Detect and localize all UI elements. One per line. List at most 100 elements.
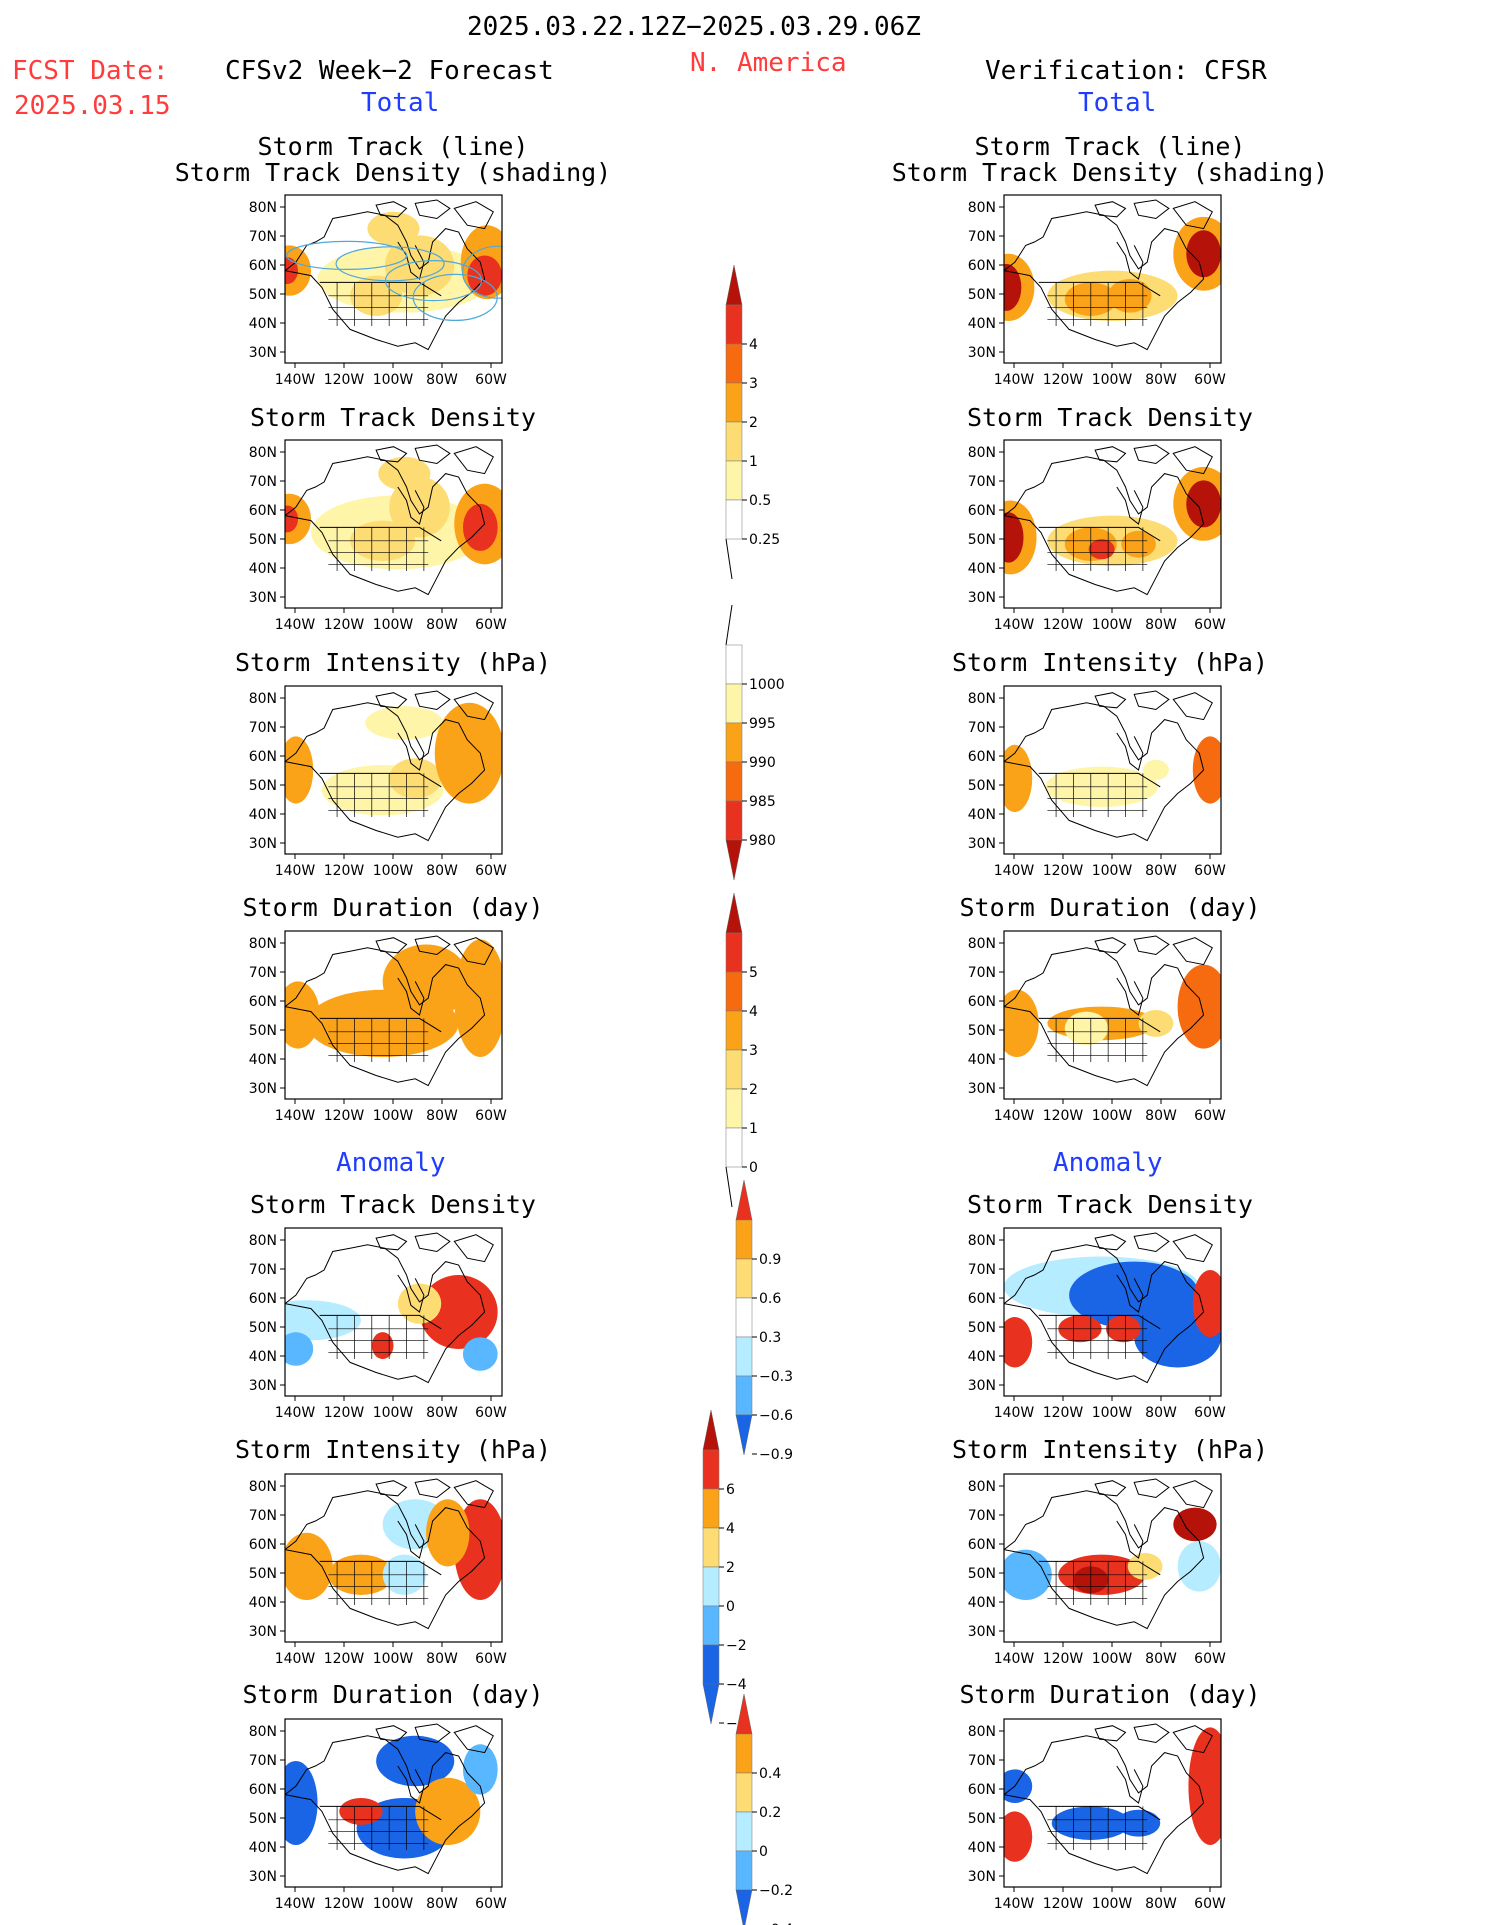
title-intensity-right: Storm Intensity (hPa) (951, 648, 1269, 677)
colorbar-swatch (735, 1772, 753, 1813)
storm-track-line (335, 246, 445, 282)
lat-tick-label: 30N (249, 1378, 277, 1394)
lat-tick-label: 70N (968, 720, 996, 736)
lon-tick-label: 60W (1194, 372, 1226, 388)
us-canada-border (319, 772, 442, 788)
shading-blob (376, 1735, 455, 1787)
shading-blob (1004, 263, 1022, 311)
total-label-right: Total (1078, 88, 1157, 118)
title-density-right: Storm Track Density (967, 403, 1253, 432)
forecast-title: CFSv2 Week−2 Forecast (225, 56, 554, 86)
lon-tick-label: 60W (475, 1108, 507, 1124)
colorbar-swatch (702, 1566, 720, 1607)
colorbar-label: 0.3 (759, 1330, 781, 1346)
title-duration-left: Storm Duration (day) (242, 893, 544, 922)
lon-tick-label: 60W (1194, 1108, 1226, 1124)
storm-track-line (286, 240, 408, 270)
colorbar-label: −4 (726, 1677, 747, 1693)
lat-tick-label: 70N (249, 1262, 277, 1278)
lon-tick-label: 80W (1145, 1405, 1177, 1421)
colorbar-label: 0.4 (759, 1766, 781, 1782)
lon-tick-label: 100W (373, 1108, 414, 1124)
lon-tick-label: 100W (373, 372, 414, 388)
lat-tick-label: 80N (249, 1233, 277, 1249)
lon-tick-label: 120W (1043, 1108, 1084, 1124)
lon-tick-label: 120W (324, 863, 365, 879)
colorbar-label: −0.9 (759, 1447, 793, 1463)
lon-tick-label: 80W (1145, 1651, 1177, 1667)
lat-tick-label: 60N (968, 503, 996, 519)
shading-blob (285, 257, 299, 285)
lon-tick-label: 60W (475, 372, 507, 388)
lat-tick-label: 60N (249, 1537, 277, 1553)
shading-blob (1121, 530, 1156, 558)
shading-blob (285, 736, 314, 804)
lon-tick-label: 140W (275, 1896, 316, 1912)
lon-tick-label: 140W (994, 1405, 1035, 1421)
coastline (285, 947, 486, 1087)
lon-tick-label: 120W (324, 1108, 365, 1124)
shading-blob (1138, 1009, 1174, 1037)
lon-tick-label: 100W (1092, 1651, 1133, 1667)
lon-tick-label: 60W (1194, 863, 1226, 879)
colorbar-swatch (725, 421, 743, 462)
lat-tick-label: 70N (968, 1508, 996, 1524)
lat-tick-label: 30N (968, 1081, 996, 1097)
lat-tick-label: 70N (968, 474, 996, 490)
shading-blob (1127, 1552, 1163, 1580)
colorbar-swatch (702, 1488, 720, 1529)
colorbar-swatch (725, 1127, 743, 1168)
coastline (285, 1244, 486, 1384)
lat-tick-label: 60N (249, 994, 277, 1010)
title-anom-density-right: Storm Track Density (967, 1190, 1253, 1219)
coastline (285, 702, 486, 842)
shading-blob (285, 1761, 318, 1845)
lat-tick-label: 40N (968, 561, 996, 577)
title-anom-intensity-right: Storm Intensity (hPa) (951, 1435, 1269, 1464)
shading-blob (1088, 539, 1115, 560)
lon-tick-label: 60W (1194, 617, 1226, 633)
shading-blob (1177, 964, 1221, 1049)
colorbar-swatch (702, 1605, 720, 1646)
lat-tick-label: 70N (249, 965, 277, 981)
lat-tick-label: 50N (968, 1023, 996, 1039)
lat-tick-label: 60N (249, 749, 277, 765)
colorbar-total-density: 4 3 2 1 0.5 0.25 (725, 264, 780, 580)
lon-tick-label: 120W (324, 372, 365, 388)
colorbar-swatch (725, 932, 743, 973)
coastline (1004, 947, 1205, 1087)
us-canada-border (319, 1560, 442, 1576)
lat-tick-label: 30N (249, 590, 277, 606)
lat-tick-label: 70N (968, 229, 996, 245)
lat-tick-label: 60N (968, 1291, 996, 1307)
lat-tick-label: 40N (968, 1595, 996, 1611)
lon-tick-label: 140W (994, 1896, 1035, 1912)
lat-tick-label: 30N (968, 345, 996, 361)
map-panel-anom-storm-intensity-forecast: 80N 70N 60N 50N 40N 30N 140W 120W 100W 80W 60W (249, 1473, 507, 1667)
lon-tick-label: 120W (324, 1896, 365, 1912)
coastline (1004, 211, 1205, 351)
colorbar-swatch (725, 1049, 743, 1090)
lat-tick-label: 30N (968, 1378, 996, 1394)
shading-blob (426, 1499, 470, 1567)
coastline (1004, 702, 1205, 842)
lon-tick-label: 100W (373, 1896, 414, 1912)
lat-tick-label: 70N (249, 720, 277, 736)
lat-tick-label: 50N (968, 1811, 996, 1827)
fcst-date-label: FCST Date: (12, 56, 169, 86)
lat-tick-label: 30N (249, 345, 277, 361)
lat-tick-label: 30N (249, 836, 277, 852)
colorbar-label: 3 (749, 376, 758, 392)
lon-tick-label: 120W (1043, 863, 1084, 879)
map-panel-storm-intensity-verification: 80N 70N 60N 50N 40N 30N 140W 120W 100W 80W 60W (968, 685, 1226, 879)
lat-tick-label: 70N (968, 1262, 996, 1278)
lat-tick-label: 60N (249, 1782, 277, 1798)
colorbar-label: 980 (749, 833, 776, 849)
colorbar-label: 0.25 (749, 532, 780, 548)
lon-tick-label: 100W (1092, 863, 1133, 879)
lon-tick-label: 100W (1092, 372, 1133, 388)
lon-tick-label: 80W (426, 1896, 458, 1912)
colorbar-label: 2 (749, 415, 758, 431)
lat-tick-label: 50N (249, 1566, 277, 1582)
lat-tick-label: 50N (249, 1811, 277, 1827)
